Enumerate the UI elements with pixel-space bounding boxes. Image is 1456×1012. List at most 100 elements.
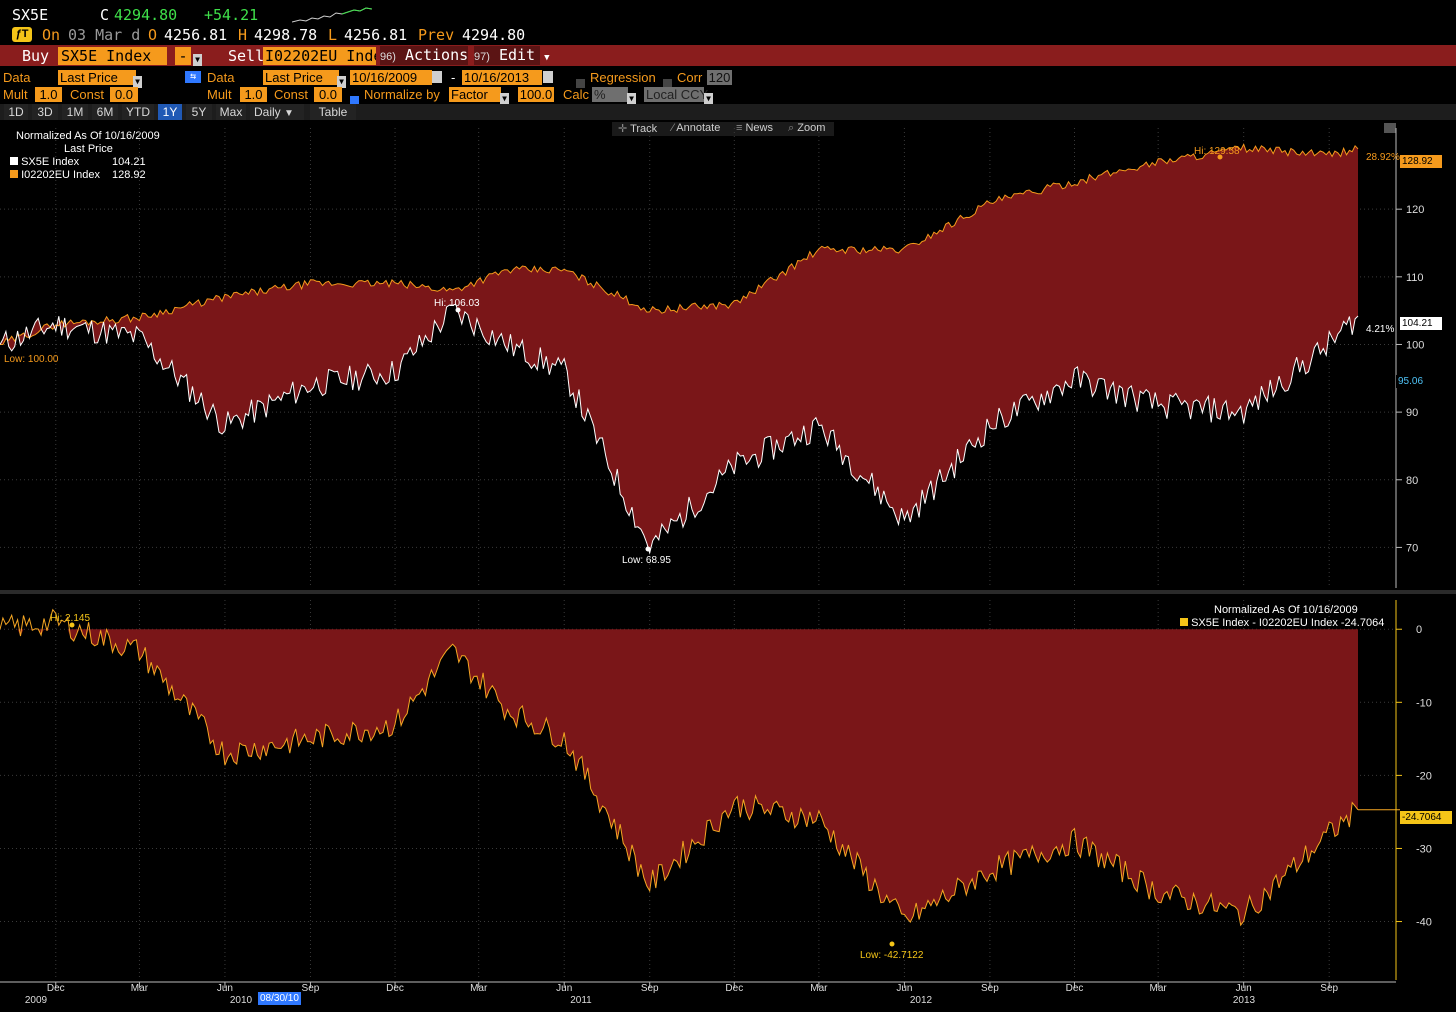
factor-field[interactable]: 100.0 bbox=[518, 87, 554, 102]
calendar-icon[interactable] bbox=[432, 71, 442, 83]
x-year-label: 2012 bbox=[910, 995, 933, 1006]
annotation-spread-high: Hi: 2.145 bbox=[50, 613, 91, 624]
top-legend: Normalized As Of 10/16/2009 Last Price S… bbox=[6, 128, 168, 184]
data2-dropdown[interactable]: ▼ bbox=[337, 71, 346, 90]
marker-sx5e-low bbox=[645, 546, 651, 552]
table-button[interactable]: Table bbox=[310, 104, 356, 120]
prev-value: 4294.80 bbox=[462, 26, 526, 44]
actions-label: Actions bbox=[404, 46, 469, 64]
y-tick-label: 110 bbox=[1406, 272, 1424, 284]
ticker: SX5E bbox=[12, 6, 49, 24]
edit-label: Edit bbox=[498, 46, 536, 64]
marker-idx-high bbox=[1217, 154, 1223, 160]
calc-label: Calc bbox=[563, 87, 590, 102]
corr-checkbox[interactable] bbox=[663, 73, 672, 92]
range-1d-button[interactable]: 1D bbox=[4, 104, 28, 120]
normalize-dropdown[interactable]: ▼ bbox=[500, 88, 509, 107]
legend-top-subtitle: Last Price bbox=[64, 143, 113, 155]
range-max-button[interactable]: Max bbox=[216, 104, 246, 120]
chart-options-icon[interactable] bbox=[1384, 123, 1396, 133]
y-tick-label: -20 bbox=[1416, 770, 1432, 782]
y-tick-label: 90 bbox=[1406, 407, 1418, 419]
calc-field[interactable]: % bbox=[592, 87, 628, 102]
currency-dropdown[interactable]: ▼ bbox=[704, 88, 713, 107]
y-tick-label: 80 bbox=[1406, 475, 1418, 487]
mult-field[interactable]: 1.0 bbox=[35, 87, 62, 102]
legend-swatch bbox=[10, 170, 18, 178]
const2-field[interactable]: 0.0 bbox=[314, 87, 342, 102]
x-year-label: 2011 bbox=[570, 995, 592, 1006]
date-separator: - bbox=[451, 70, 456, 85]
buy-option-dropdown[interactable]: ▼ bbox=[193, 49, 202, 68]
actions-menu[interactable]: 96) Actions ▼ bbox=[380, 46, 483, 65]
cursor-date-tag: 08/30/10 bbox=[258, 992, 301, 1005]
legend-item-sx5e[interactable]: SX5E Index 104.21 bbox=[10, 156, 146, 168]
calendar-icon[interactable] bbox=[543, 71, 553, 83]
annotation-sx5e-pct: 4.21% bbox=[1366, 324, 1395, 335]
range-1y-button[interactable]: 1Y bbox=[158, 104, 182, 120]
calc-dropdown[interactable]: ▼ bbox=[627, 88, 636, 107]
panel-divider bbox=[0, 590, 1456, 594]
normalize-checkbox[interactable] bbox=[350, 90, 359, 109]
zoom-tool[interactable]: ⌕ Zoom bbox=[788, 122, 825, 135]
regression-checkbox[interactable] bbox=[576, 73, 585, 92]
quote-date: 03 Mar d bbox=[68, 26, 141, 44]
range-ytd-button[interactable]: YTD bbox=[122, 104, 154, 120]
track-tool[interactable]: ✛ Track bbox=[618, 122, 657, 135]
x-tick-label: Dec bbox=[386, 983, 404, 994]
data-dropdown[interactable]: ▼ bbox=[133, 71, 142, 90]
legend-item-i02202eu[interactable]: I02202EU Index 128.92 bbox=[10, 169, 146, 181]
y-tick-label: -30 bbox=[1416, 843, 1432, 855]
mult2-field[interactable]: 1.0 bbox=[240, 87, 267, 102]
high-label: H bbox=[238, 26, 248, 44]
last-value-tag-idx: 128.92 bbox=[1400, 155, 1442, 168]
last-value-tag-spread: -24.7064 bbox=[1400, 811, 1452, 824]
swap-icon[interactable]: ⇆ bbox=[185, 71, 201, 83]
x-tick-label: Sep bbox=[1320, 983, 1338, 994]
edit-num: 97) bbox=[474, 51, 490, 63]
range-6m-button[interactable]: 6M bbox=[92, 104, 118, 120]
buy-option-field[interactable]: - bbox=[175, 47, 191, 65]
start-date-field[interactable]: 10/16/2009 bbox=[350, 70, 432, 85]
edit-menu[interactable]: 97) Edit ▼ bbox=[474, 46, 550, 65]
range-5y-button[interactable]: 5Y bbox=[186, 104, 212, 120]
x-tick-label: Sep bbox=[641, 983, 659, 994]
data-field[interactable]: Last Price bbox=[58, 70, 136, 85]
legend-item-spread[interactable]: SX5E Index - I02202EU Index -24.7064 bbox=[1180, 617, 1384, 629]
news-tool[interactable]: ≡ News bbox=[736, 122, 773, 134]
end-date-field[interactable]: 10/16/2013 bbox=[462, 70, 542, 85]
buy-security-field[interactable]: SX5E Index bbox=[58, 47, 167, 65]
const-field[interactable]: 0.0 bbox=[110, 87, 138, 102]
data2-field[interactable]: Last Price bbox=[263, 70, 339, 85]
x-year-label: 2009 bbox=[25, 995, 48, 1006]
annotation-idx-high: Hi: 129.58 bbox=[1194, 146, 1240, 157]
annotate-tool[interactable]: ⁄ Annotate bbox=[672, 122, 720, 134]
frequency-dropdown[interactable]: Daily ▼ bbox=[250, 104, 304, 120]
y-tick-label: 100 bbox=[1406, 339, 1424, 351]
chevron-down-icon: ▼ bbox=[500, 92, 509, 105]
sell-label: Sell bbox=[228, 47, 265, 65]
y-tick-label: -10 bbox=[1416, 697, 1432, 709]
bottom-y-axis: 0 -10 -20 -30 -40 bbox=[1395, 600, 1432, 980]
track-label: Track bbox=[630, 123, 658, 135]
actions-num: 96) bbox=[380, 51, 396, 63]
x-tick-label: Jun bbox=[556, 983, 572, 994]
chevron-down-icon: ▼ bbox=[544, 53, 550, 63]
sell-security-field[interactable]: I02202EU Inde bbox=[263, 47, 376, 65]
x-tick-label: Mar bbox=[470, 983, 488, 994]
chevron-down-icon: ▼ bbox=[284, 108, 294, 119]
checkbox-checked-icon bbox=[350, 96, 359, 105]
data2-label: Data bbox=[207, 70, 235, 85]
chevron-down-icon: ▼ bbox=[193, 53, 202, 66]
x-tick-label: Dec bbox=[725, 983, 743, 994]
range-1m-button[interactable]: 1M bbox=[62, 104, 88, 120]
corr-period-field[interactable]: 120 bbox=[707, 70, 732, 85]
normalize-field[interactable]: Factor bbox=[449, 87, 501, 102]
x-tick-label: Jun bbox=[896, 983, 912, 994]
annotation-low-left: Low: 100.00 bbox=[4, 354, 59, 365]
const2-label: Const bbox=[274, 87, 308, 102]
quote-type-icon[interactable]: ƒT bbox=[12, 27, 32, 42]
range-3d-button[interactable]: 3D bbox=[32, 104, 58, 120]
currency-field[interactable]: Local CCY bbox=[644, 87, 709, 102]
normalize-label: Normalize by bbox=[364, 87, 440, 102]
